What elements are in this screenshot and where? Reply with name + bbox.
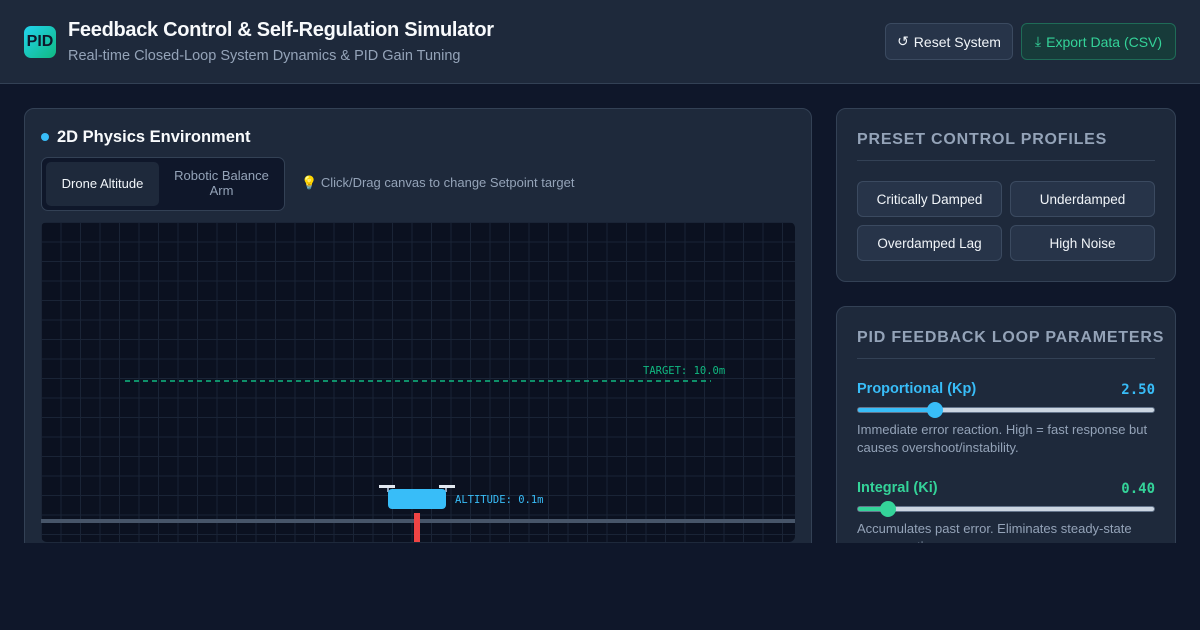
drone-body [379,485,455,509]
simulation-canvas[interactable]: TARGET: 10.0m ALTITUDE: 0.1m [41,222,795,542]
pid-logo: PID [24,26,56,58]
preset-profiles-panel: PRESET CONTROL PROFILES Critically Dampe… [836,108,1176,282]
preset-high-noise-button[interactable]: High Noise [1010,225,1155,261]
pid-parameters-panel: PID FEEDBACK LOOP PARAMETERS Proportiona… [836,306,1176,566]
kp-slider[interactable] [857,402,1155,418]
reset-system-label: Reset System [913,33,1001,50]
target-label: TARGET: 10.0m [643,365,725,377]
kp-slider-thumb[interactable] [926,402,943,418]
viewport-bottom [0,543,1200,630]
reset-system-button[interactable]: ↺ Reset System [885,23,1013,60]
app-subtitle: Real-time Closed-Loop System Dynamics & … [68,48,461,64]
export-data-label: Export Data (CSV) [1046,33,1163,50]
kp-slider-fill [858,408,935,412]
ki-label: Integral (Ki) [857,480,938,496]
canvas-hint: 💡 Click/Drag canvas to change Setpoint t… [301,175,574,191]
divider [857,160,1155,161]
left-rotor-icon [379,485,395,488]
ki-slider-fill [858,507,888,511]
lightbulb-icon: 💡 [301,175,318,190]
kp-description: Immediate error reaction. High = fast re… [857,422,1148,456]
app-title: Feedback Control & Self-Regulation Simul… [68,19,494,41]
ki-slider[interactable] [857,501,1155,517]
thrust-indicator [414,513,420,542]
kp-label: Proportional (Kp) [857,381,977,397]
status-dot-icon [41,133,49,141]
ki-value: 0.40 [1121,481,1155,497]
simulation-svg: TARGET: 10.0m ALTITUDE: 0.1m [41,365,795,542]
physics-environment-panel: 2D Physics Environment Drone Altitude Ro… [24,108,812,558]
left-rotor-mount [387,488,389,492]
export-data-button[interactable]: ⤓ Export Data (CSV) [1021,23,1176,60]
ki-slider-thumb[interactable] [879,501,896,517]
app-header: PID Feedback Control & Self-Regulation S… [0,0,1200,84]
altitude-label: ALTITUDE: 0.1m [455,494,544,506]
tab-robotic-balance-arm[interactable]: Robotic Balance Arm [174,168,269,198]
right-rotor-icon [439,485,455,488]
preset-overdamped-lag-button[interactable]: Overdamped Lag [857,225,1002,261]
environment-title: 2D Physics Environment [57,128,251,146]
right-rotor-mount [445,488,447,492]
divider [857,358,1155,359]
preset-panel-title: PRESET CONTROL PROFILES [857,131,1108,148]
download-icon: ⤓ [1034,33,1042,49]
preset-underdamped-button[interactable]: Underdamped [1010,181,1155,217]
preset-critically-damped-button[interactable]: Critically Damped [857,181,1002,217]
tab-drone-altitude[interactable]: Drone Altitude [46,162,159,206]
environment-tabs: Drone Altitude Robotic Balance Arm [41,157,285,211]
canvas-hint-text: Click/Drag canvas to change Setpoint tar… [320,175,575,190]
drone-icon [388,489,446,509]
reset-icon: ↺ [897,33,909,49]
pid-panel-title: PID FEEDBACK LOOP PARAMETERS [857,329,1165,346]
kp-value: 2.50 [1121,382,1155,398]
